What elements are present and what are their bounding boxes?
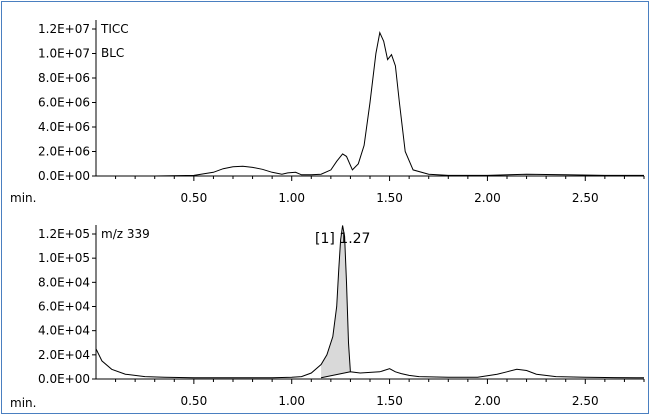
x-tick-label: 2.00 bbox=[474, 191, 501, 205]
integration-baseline bbox=[320, 371, 351, 379]
top-chromatogram-trace bbox=[96, 31, 644, 177]
bottom-x-axis-label: min. bbox=[10, 396, 36, 410]
x-tick-label: 2.50 bbox=[572, 394, 599, 408]
top-trace-label-2: BLC bbox=[101, 46, 124, 60]
x-tick-label: 0.50 bbox=[180, 191, 207, 205]
x-tick-label: 1.00 bbox=[278, 191, 305, 205]
top-x-axis-ticks: 0.50 1.00 1.50 2.00 2.50 bbox=[115, 176, 645, 205]
top-x-axis-label: min. bbox=[10, 191, 36, 205]
y-tick-label: 6.0E+04 bbox=[38, 300, 90, 314]
bottom-panel: 0.0E+00 2.0E+04 4.0E+04 6.0E+04 8.0E+04 1.0E+… bbox=[10, 225, 645, 410]
y-tick-label: 8.0E+04 bbox=[38, 275, 90, 289]
x-tick-label: 1.00 bbox=[278, 394, 305, 408]
y-tick-label: 4.0E+06 bbox=[38, 120, 90, 134]
y-tick-label: 8.0E+06 bbox=[38, 71, 90, 85]
bottom-x-axis-ticks: 0.50 1.00 1.50 2.00 2.50 bbox=[115, 379, 645, 408]
y-tick-label: 0.0E+00 bbox=[38, 169, 90, 183]
top-trace-label-1: TICC bbox=[100, 22, 129, 36]
x-tick-label: 1.50 bbox=[376, 394, 403, 408]
y-tick-label: 1.0E+05 bbox=[38, 251, 90, 265]
x-tick-label: 0.50 bbox=[180, 394, 207, 408]
bottom-y-axis-ticks: 0.0E+00 2.0E+04 4.0E+04 6.0E+04 8.0E+04 1.0E+… bbox=[38, 227, 96, 386]
y-tick-label: 0.0E+00 bbox=[38, 372, 90, 386]
integrated-peak-area bbox=[321, 225, 351, 378]
y-tick-label: 1.2E+05 bbox=[38, 227, 90, 241]
y-tick-label: 4.0E+04 bbox=[38, 324, 90, 338]
y-tick-label: 6.0E+06 bbox=[38, 96, 90, 110]
x-tick-label: 2.00 bbox=[474, 394, 501, 408]
y-tick-label: 2.0E+06 bbox=[38, 145, 90, 159]
y-tick-label: 1.0E+07 bbox=[38, 47, 90, 61]
bottom-chromatogram-trace bbox=[95, 225, 645, 379]
top-y-axis-ticks: 0.0E+00 2.0E+06 4.0E+06 6.0E+06 8.0E+06 1.0E+… bbox=[38, 22, 96, 183]
x-tick-label: 2.50 bbox=[572, 191, 599, 205]
x-tick-label: 1.50 bbox=[376, 191, 403, 205]
top-panel: 0.0E+00 2.0E+06 4.0E+06 6.0E+06 8.0E+06 1.0E+… bbox=[10, 20, 645, 205]
peak-label: [1] 1.27 bbox=[315, 231, 370, 247]
bottom-trace-label: m/z 339 bbox=[101, 227, 150, 241]
y-tick-label: 2.0E+04 bbox=[38, 348, 90, 362]
y-tick-label: 1.2E+07 bbox=[38, 22, 90, 36]
